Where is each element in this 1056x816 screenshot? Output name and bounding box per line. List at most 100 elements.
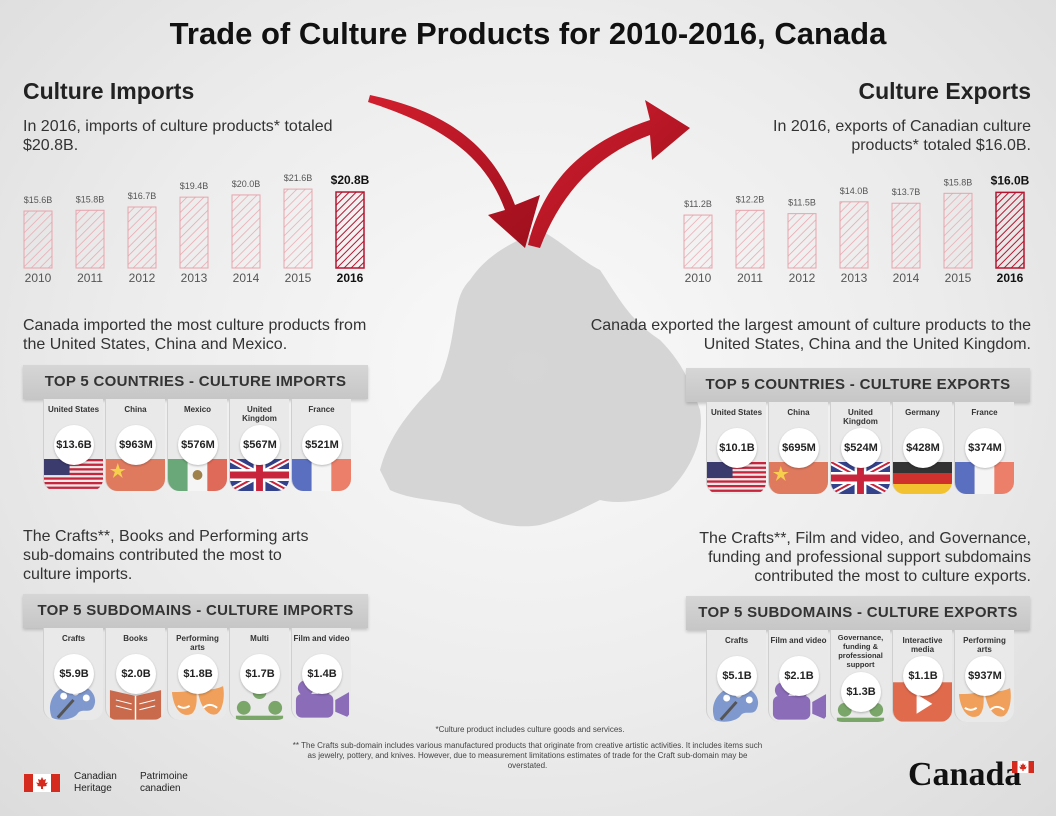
exports-bar-label-2011: $12.2B (736, 194, 765, 204)
imports-year-label-2016: 2016 (337, 271, 364, 285)
tab-card-label: Performing arts (176, 634, 219, 652)
canadian-heritage-logo: Canadian Heritage Patrimoine canadien (24, 771, 200, 795)
exports-year-label-2013: 2013 (841, 271, 868, 285)
exports-bar-label-2012: $11.5B (788, 198, 816, 208)
imports-subdomains-banner: TOP 5 SUBDOMAINS - CULTURE IMPORTS (23, 594, 368, 628)
tab-card-label: Performing arts (963, 636, 1006, 654)
tab-card-label: United Kingdom (843, 408, 878, 426)
tab-card-label: Multi (250, 634, 269, 643)
tab-card: Film and video $2.1B (768, 630, 828, 722)
tab-card: Interactive media $1.1B (892, 630, 952, 722)
imports-bar-2011 (75, 209, 105, 269)
tab-card-label: China (787, 408, 810, 417)
imports-bar-label-2010: $15.6B (24, 195, 53, 205)
canada-wordmark: Canada (908, 756, 1034, 794)
exports-countries-panel: TOP 5 COUNTRIES - CULTURE EXPORTS United… (686, 368, 1030, 494)
tab-card-value: $1.8B (178, 654, 218, 694)
imports-bar-2014 (231, 194, 261, 269)
mexico-flag (168, 459, 227, 491)
tab-card-label: Crafts (61, 634, 86, 643)
tab-card-value: $521M (302, 425, 342, 465)
imports-countries-panel: TOP 5 COUNTRIES - CULTURE IMPORTS United… (23, 365, 368, 491)
imports-year-label-2010: 2010 (25, 271, 52, 285)
exports-bar-2012 (787, 213, 817, 269)
imports-summary: In 2016, imports of culture products* to… (23, 118, 333, 154)
tab-card-value: $374M (965, 428, 1005, 468)
tab-card-value: $10.1B (717, 428, 757, 468)
video-camera-icon (295, 680, 350, 718)
logo-text-fr: Patrimoine canadien (140, 771, 188, 794)
tab-card-label: United States (710, 408, 763, 417)
imports-bar-label-2011: $15.8B (76, 194, 105, 204)
tab-card-label: China (124, 405, 147, 414)
tab-card: Mexico $576M (167, 399, 227, 491)
tab-card-value: $576M (178, 425, 218, 465)
imports-subdomains-text: The Crafts**, Books and Performing arts … (23, 528, 309, 583)
imports-bar-label-2015: $21.6B (284, 173, 313, 183)
imports-bar-2010 (23, 210, 53, 269)
imports-year-label-2015: 2015 (285, 271, 312, 285)
uk-flag (831, 462, 890, 494)
page-title: Trade of Culture Products for 2010-2016,… (169, 16, 887, 51)
imports-bar-chart: $15.6B 2010 $15.8B 2011 $16.7B 2012 $19.4B 2013… (22, 158, 372, 288)
imports-subdomains-panel: TOP 5 SUBDOMAINS - CULTURE IMPORTS Craft… (23, 594, 368, 720)
theatre-masks-icon (171, 686, 224, 715)
tab-card-value: $937M (965, 656, 1005, 696)
imports-year-label-2013: 2013 (181, 271, 208, 285)
theatre-masks-icon (958, 688, 1011, 717)
tab-card: United States $13.6B (43, 399, 103, 491)
imports-bar-2013 (179, 196, 209, 269)
exports-bar-2016 (995, 191, 1025, 269)
logo-text-en: Canadian Heritage (74, 771, 117, 794)
tab-card-label: France (308, 405, 335, 414)
footnote-crafts: ** The Crafts sub-domain includes variou… (292, 741, 763, 770)
tab-card: France $374M (954, 402, 1014, 494)
tab-card: Governance, funding & professional suppo… (830, 630, 890, 722)
tab-card: Books $2.0B (105, 628, 165, 720)
tab-card-value: $1.7B (240, 654, 280, 694)
canada-map-shape (380, 230, 701, 527)
tab-card-value: $524M (841, 428, 881, 468)
exports-year-label-2010: 2010 (685, 271, 712, 285)
exports-subdomains-banner: TOP 5 SUBDOMAINS - CULTURE EXPORTS (686, 596, 1030, 630)
exports-subdomains-text: The Crafts**, Film and video, and Govern… (699, 530, 1031, 585)
france-flag (292, 459, 351, 491)
imports-bar-2016 (335, 191, 365, 269)
export-arrow (528, 100, 690, 248)
tab-card-value: $13.6B (54, 425, 94, 465)
exports-countries-text: Canada exported the largest amount of cu… (590, 317, 1031, 353)
exports-year-label-2012: 2012 (789, 271, 816, 285)
tab-card: United Kingdom $567M (229, 399, 289, 491)
tab-card-value: $963M (116, 425, 156, 465)
tab-card: Performing arts $937M (954, 630, 1014, 722)
exports-bar-label-2015: $15.8B (944, 177, 973, 187)
tab-card-value: $695M (779, 428, 819, 468)
tab-card-value: $1.3B (841, 672, 881, 712)
tab-card-label: Interactive media (902, 636, 943, 654)
exports-year-label-2014: 2014 (893, 271, 920, 285)
wordmark-flag-icon (1012, 761, 1034, 773)
exports-bar-label-2010: $11.2B (684, 199, 712, 209)
tab-card-label: Governance, funding & professional suppo… (837, 633, 884, 669)
imports-year-label-2011: 2011 (77, 271, 103, 285)
exports-heading: Culture Exports (858, 78, 1031, 104)
tab-card-value: $5.9B (54, 654, 94, 694)
imports-year-label-2014: 2014 (233, 271, 260, 285)
exports-bar-2015 (943, 192, 973, 269)
tab-card: United States $10.1B (706, 402, 766, 494)
imports-bar-2015 (283, 188, 313, 269)
imports-bar-label-2012: $16.7B (128, 191, 157, 201)
book-icon (109, 690, 162, 720)
exports-bar-label-2016: $16.0B (991, 173, 1030, 187)
tab-card-label: Books (123, 634, 148, 643)
tab-card-value: $1.1B (903, 656, 943, 696)
exports-bar-2013 (839, 201, 869, 269)
exports-countries-banner: TOP 5 COUNTRIES - CULTURE EXPORTS (686, 368, 1030, 402)
exports-bar-label-2013: $14.0B (840, 186, 869, 196)
exports-year-label-2015: 2015 (945, 271, 972, 285)
tab-card-label: Crafts (724, 636, 749, 645)
tab-card-label: Film and video (293, 634, 350, 643)
exports-subdomains-panel: TOP 5 SUBDOMAINS - CULTURE EXPORTS Craft… (686, 596, 1030, 722)
tab-card-label: Film and video (770, 636, 827, 645)
